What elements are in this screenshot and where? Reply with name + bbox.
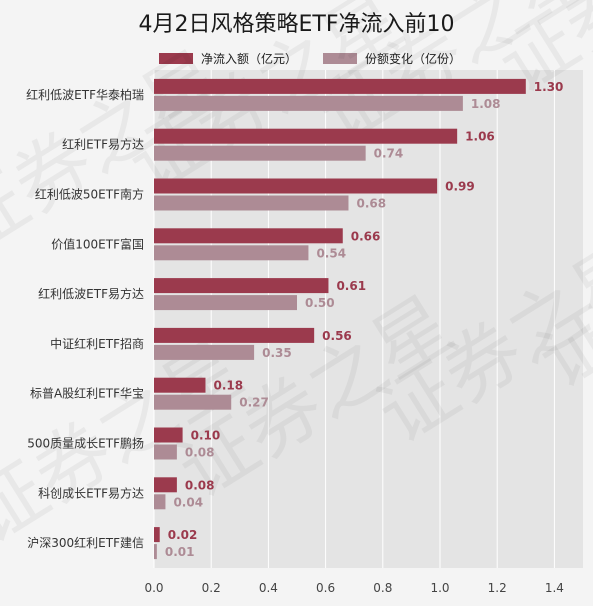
category-label: 科创成长ETF易方达: [38, 485, 144, 500]
data-label-share-change: 1.08: [471, 97, 501, 111]
x-tick-label: 1.4: [545, 581, 564, 595]
bar-share-change: [154, 245, 309, 261]
data-label-net-inflow: 0.61: [336, 279, 366, 293]
bar-net-inflow: [154, 327, 315, 343]
data-label-share-change: 0.54: [316, 246, 346, 260]
bar-share-change: [154, 295, 297, 311]
category-label: 500质量成长ETF鹏扬: [27, 436, 144, 451]
data-label-share-change: 0.50: [305, 296, 335, 310]
category-label: 价值100ETF富国: [51, 236, 144, 251]
bar-net-inflow: [154, 377, 206, 393]
bar-share-change: [154, 95, 463, 111]
bar-net-inflow: [154, 427, 183, 443]
bar-net-inflow: [154, 477, 177, 493]
data-label-share-change: 0.68: [356, 197, 386, 211]
data-label-net-inflow: 0.18: [213, 379, 243, 393]
bar-share-change: [154, 544, 157, 560]
category-label: 红利ETF易方达: [62, 137, 144, 152]
legend-swatch-share-change: [323, 52, 358, 64]
data-label-share-change: 0.04: [173, 495, 203, 509]
x-tick-label: 1.0: [430, 581, 449, 595]
x-tick-label: 1.2: [488, 581, 507, 595]
legend-label-share-change: 份额变化（亿份）: [365, 51, 462, 66]
bar-net-inflow: [154, 178, 438, 194]
data-label-share-change: 0.74: [374, 147, 404, 161]
bar-share-change: [154, 444, 177, 460]
bar-net-inflow: [154, 228, 343, 244]
bar-net-inflow: [154, 78, 526, 94]
legend-label-net-inflow: 净流入额（亿元）: [201, 51, 298, 66]
data-label-share-change: 0.08: [185, 446, 215, 460]
data-label-net-inflow: 0.66: [351, 229, 381, 243]
category-label: 红利低波ETF华泰柏瑞: [26, 87, 144, 102]
data-label-share-change: 0.01: [165, 545, 195, 559]
chart-legend: 净流入额（亿元） 份额变化（亿份）: [159, 49, 487, 67]
legend-item-net-inflow: 净流入额（亿元）: [159, 50, 297, 67]
x-tick-label: 0.0: [144, 581, 163, 595]
x-tick-label: 0.4: [259, 581, 278, 595]
bar-net-inflow: [154, 128, 458, 144]
bar-share-change: [154, 145, 366, 161]
bar-share-change: [154, 195, 349, 211]
bar-net-inflow: [154, 527, 160, 543]
category-label: 红利低波ETF易方达: [38, 286, 144, 301]
x-tick-label: 0.2: [202, 581, 221, 595]
x-tick-label: 0.6: [316, 581, 335, 595]
data-label-net-inflow: 0.02: [168, 528, 198, 542]
data-label-share-change: 0.27: [239, 396, 269, 410]
chart-title: 4月2日风格策略ETF净流入前10: [138, 12, 455, 37]
x-tick-label: 0.8: [373, 581, 392, 595]
category-label: 中证红利ETF招商: [50, 336, 144, 351]
legend-item-share-change: 份额变化（亿份）: [323, 50, 461, 67]
data-label-share-change: 0.35: [262, 346, 292, 360]
data-label-net-inflow: 1.06: [465, 130, 495, 144]
data-label-net-inflow: 0.99: [445, 180, 475, 194]
category-label: 红利低波50ETF南方: [35, 187, 144, 202]
category-label: 沪深300红利ETF建信: [27, 535, 144, 550]
bar-share-change: [154, 494, 166, 510]
data-label-net-inflow: 0.56: [322, 329, 352, 343]
bar-share-change: [154, 394, 232, 410]
data-label-net-inflow: 1.30: [534, 80, 564, 94]
data-label-net-inflow: 0.08: [185, 478, 215, 492]
legend-swatch-net-inflow: [159, 52, 193, 64]
bar-net-inflow: [154, 278, 329, 294]
category-label: 标普A股红利ETF华宝: [30, 386, 144, 401]
bar-share-change: [154, 344, 255, 360]
data-label-net-inflow: 0.10: [191, 429, 221, 443]
